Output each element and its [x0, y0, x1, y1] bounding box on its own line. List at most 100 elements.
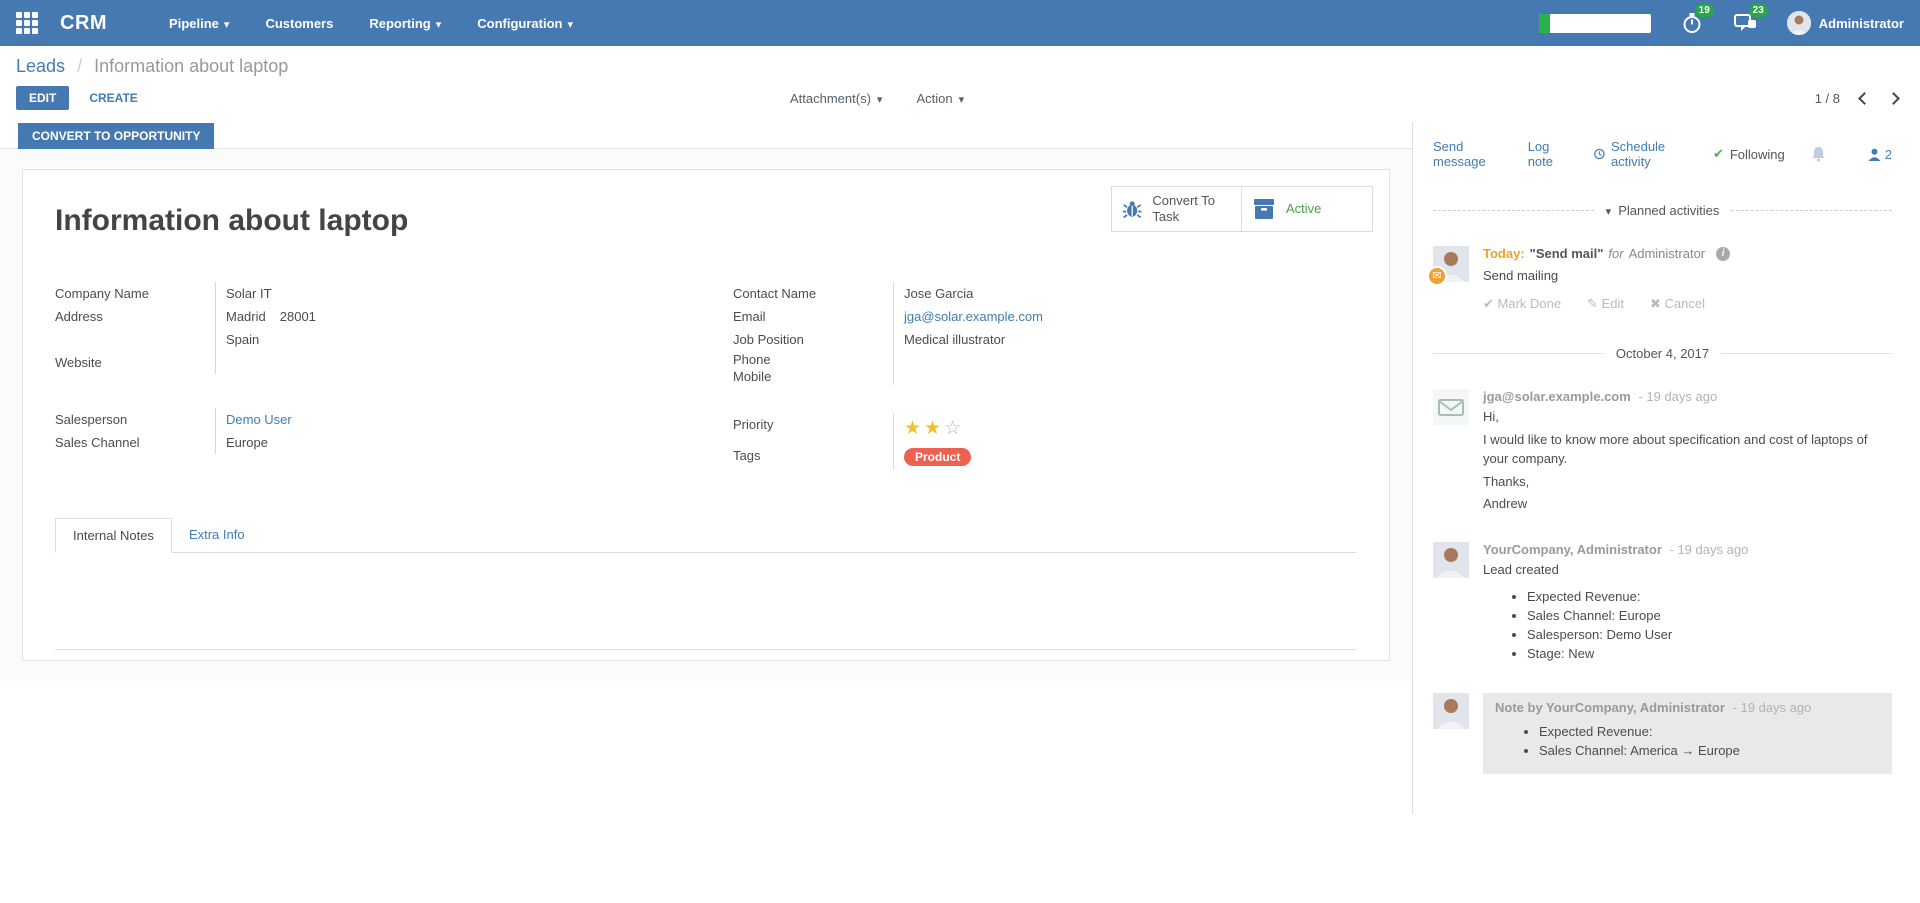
field-group-right: Contact Name Jose Garcia Email jga@solar… [706, 282, 1357, 470]
pager-next-icon[interactable] [1887, 92, 1900, 105]
message-author[interactable]: Note by YourCompany, Administrator [1495, 700, 1725, 716]
attachment-dropdown[interactable]: Attachment(s) [790, 91, 882, 106]
activity-name: Send mailing [1483, 268, 1559, 283]
internal-notes-content[interactable] [55, 553, 1357, 649]
bell-icon[interactable] [1811, 146, 1826, 162]
menu-configuration[interactable]: Configuration [477, 16, 573, 31]
avatar [1433, 542, 1469, 579]
archive-box-icon [1254, 199, 1274, 219]
mark-done-button[interactable]: Mark Done [1483, 296, 1562, 312]
chatter: Send message Log note Schedule activity … [1412, 122, 1920, 815]
top-navbar: CRM Pipeline Customers Reporting Configu… [0, 0, 1920, 46]
tab-internal-notes[interactable]: Internal Notes [55, 518, 172, 553]
person-icon [1868, 148, 1881, 161]
star-icon: ★ [904, 418, 925, 439]
form-view: CONVERT TO OPPORTUNITY [0, 122, 1412, 814]
avatar [1786, 11, 1811, 35]
statusbar: CONVERT TO OPPORTUNITY [0, 122, 1412, 149]
messages-badge: 23 [1748, 4, 1768, 17]
activity-due: Today: [1483, 246, 1525, 261]
action-dropdown[interactable]: Action [916, 91, 964, 106]
send-message-button[interactable]: Send message [1433, 139, 1486, 169]
chevron-down-icon [224, 16, 230, 31]
user-name: Administrator [1818, 15, 1904, 31]
planned-activities-separator: Planned activities [1433, 203, 1893, 218]
active-toggle-button[interactable]: Active [1242, 186, 1373, 232]
address-city-zip: Madrid 28001 [215, 305, 706, 328]
message-author[interactable]: YourCompany, Administrator [1483, 542, 1662, 558]
email-value-link[interactable]: jga@solar.example.com [904, 309, 1043, 324]
contact-name-label: Contact Name [733, 286, 817, 301]
activities-timer-button[interactable]: 19 [1681, 4, 1714, 34]
pager-previous-icon[interactable] [1858, 92, 1871, 105]
chat-bubbles-icon [1733, 14, 1756, 31]
tracking-values-list: Expected Revenue: Sales Channel: Europe … [1483, 589, 1892, 661]
priority-stars[interactable]: ★★☆ [904, 418, 964, 439]
sales-channel-value: Europe [215, 431, 706, 454]
website-value [215, 351, 706, 374]
user-menu[interactable]: Administrator [1786, 11, 1904, 35]
mobile-label: Mobile [733, 369, 772, 384]
menu-pipeline[interactable]: Pipeline [169, 16, 229, 31]
mobile-value [893, 368, 1357, 385]
followers-button[interactable]: 2 [1868, 147, 1892, 162]
following-toggle[interactable]: Following [1713, 146, 1785, 162]
activity-mail-badge-icon: ✉ [1427, 266, 1447, 286]
clock-icon [1594, 148, 1605, 160]
messages-button[interactable]: 23 [1733, 4, 1768, 34]
job-position-value: Medical illustrator [893, 328, 1357, 351]
address-country: Spain [215, 328, 706, 351]
chevron-down-icon [877, 91, 883, 106]
info-icon[interactable]: i [1716, 246, 1731, 261]
salesperson-value-link[interactable]: Demo User [226, 412, 292, 427]
record-title: Information about laptop [55, 204, 409, 237]
edit-button[interactable]: EDIT [16, 86, 70, 110]
tracking-values-list: Expected Revenue: Sales Channel: America… [1495, 724, 1880, 758]
star-outline-icon: ☆ [944, 418, 965, 439]
edit-activity-button[interactable]: Edit [1587, 296, 1624, 312]
control-panel: Leads / Information about laptop EDIT CR… [0, 46, 1920, 122]
avatar [1433, 693, 1469, 730]
convert-to-opportunity-button[interactable]: CONVERT TO OPPORTUNITY [18, 123, 215, 149]
activity-assignee: Administrator [1628, 246, 1706, 261]
usage-progressbar [1538, 13, 1651, 33]
sales-channel-label: Sales Channel [55, 435, 140, 450]
menu-customers[interactable]: Customers [265, 15, 334, 31]
date-separator: October 4, 2017 [1433, 346, 1893, 361]
form-sheet: Convert To Task Active Information about… [22, 169, 1390, 661]
chevron-down-icon [436, 16, 442, 31]
phone-label: Phone [733, 352, 771, 367]
followers-count: 2 [1884, 146, 1892, 162]
tab-extra-info[interactable]: Extra Info [188, 527, 245, 542]
breadcrumb: Leads / Information about laptop [16, 56, 289, 76]
priority-label: Priority [733, 417, 774, 432]
create-button[interactable]: CREATE [89, 91, 138, 105]
bug-icon [1122, 201, 1142, 219]
planned-activities-toggle[interactable]: Planned activities [1594, 203, 1732, 218]
apps-grid-icon[interactable] [16, 12, 38, 34]
company-name-value: Solar IT [215, 282, 706, 305]
star-icon: ★ [924, 418, 945, 439]
schedule-activity-button[interactable]: Schedule activity [1594, 139, 1686, 169]
message-author[interactable]: jga@solar.example.com [1483, 389, 1631, 404]
app-title[interactable]: CRM [60, 11, 108, 34]
timer-icon [1683, 13, 1701, 33]
convert-to-task-button[interactable]: Convert To Task [1111, 186, 1242, 232]
tags-label: Tags [733, 448, 761, 463]
chevron-down-icon [959, 91, 965, 106]
stat-button-box: Convert To Task Active [1111, 186, 1373, 232]
pager-value: 1 / 8 [1814, 91, 1840, 106]
menu-reporting[interactable]: Reporting [369, 16, 441, 31]
salesperson-label: Salesperson [55, 412, 128, 427]
timer-badge: 19 [1694, 4, 1714, 17]
cancel-activity-button[interactable]: Cancel [1650, 296, 1705, 312]
tag-product[interactable]: Product [904, 448, 972, 466]
chevron-down-icon [568, 16, 574, 31]
chevron-down-icon [1606, 203, 1612, 218]
email-label: Email [733, 309, 766, 324]
breadcrumb-leads-link[interactable]: Leads [16, 56, 66, 76]
company-name-label: Company Name [55, 286, 149, 301]
log-note-button[interactable]: Log note [1527, 139, 1553, 169]
message-lead-created: YourCompany, Administrator - 19 days ago… [1433, 542, 1892, 665]
address-label: Address [55, 309, 103, 324]
